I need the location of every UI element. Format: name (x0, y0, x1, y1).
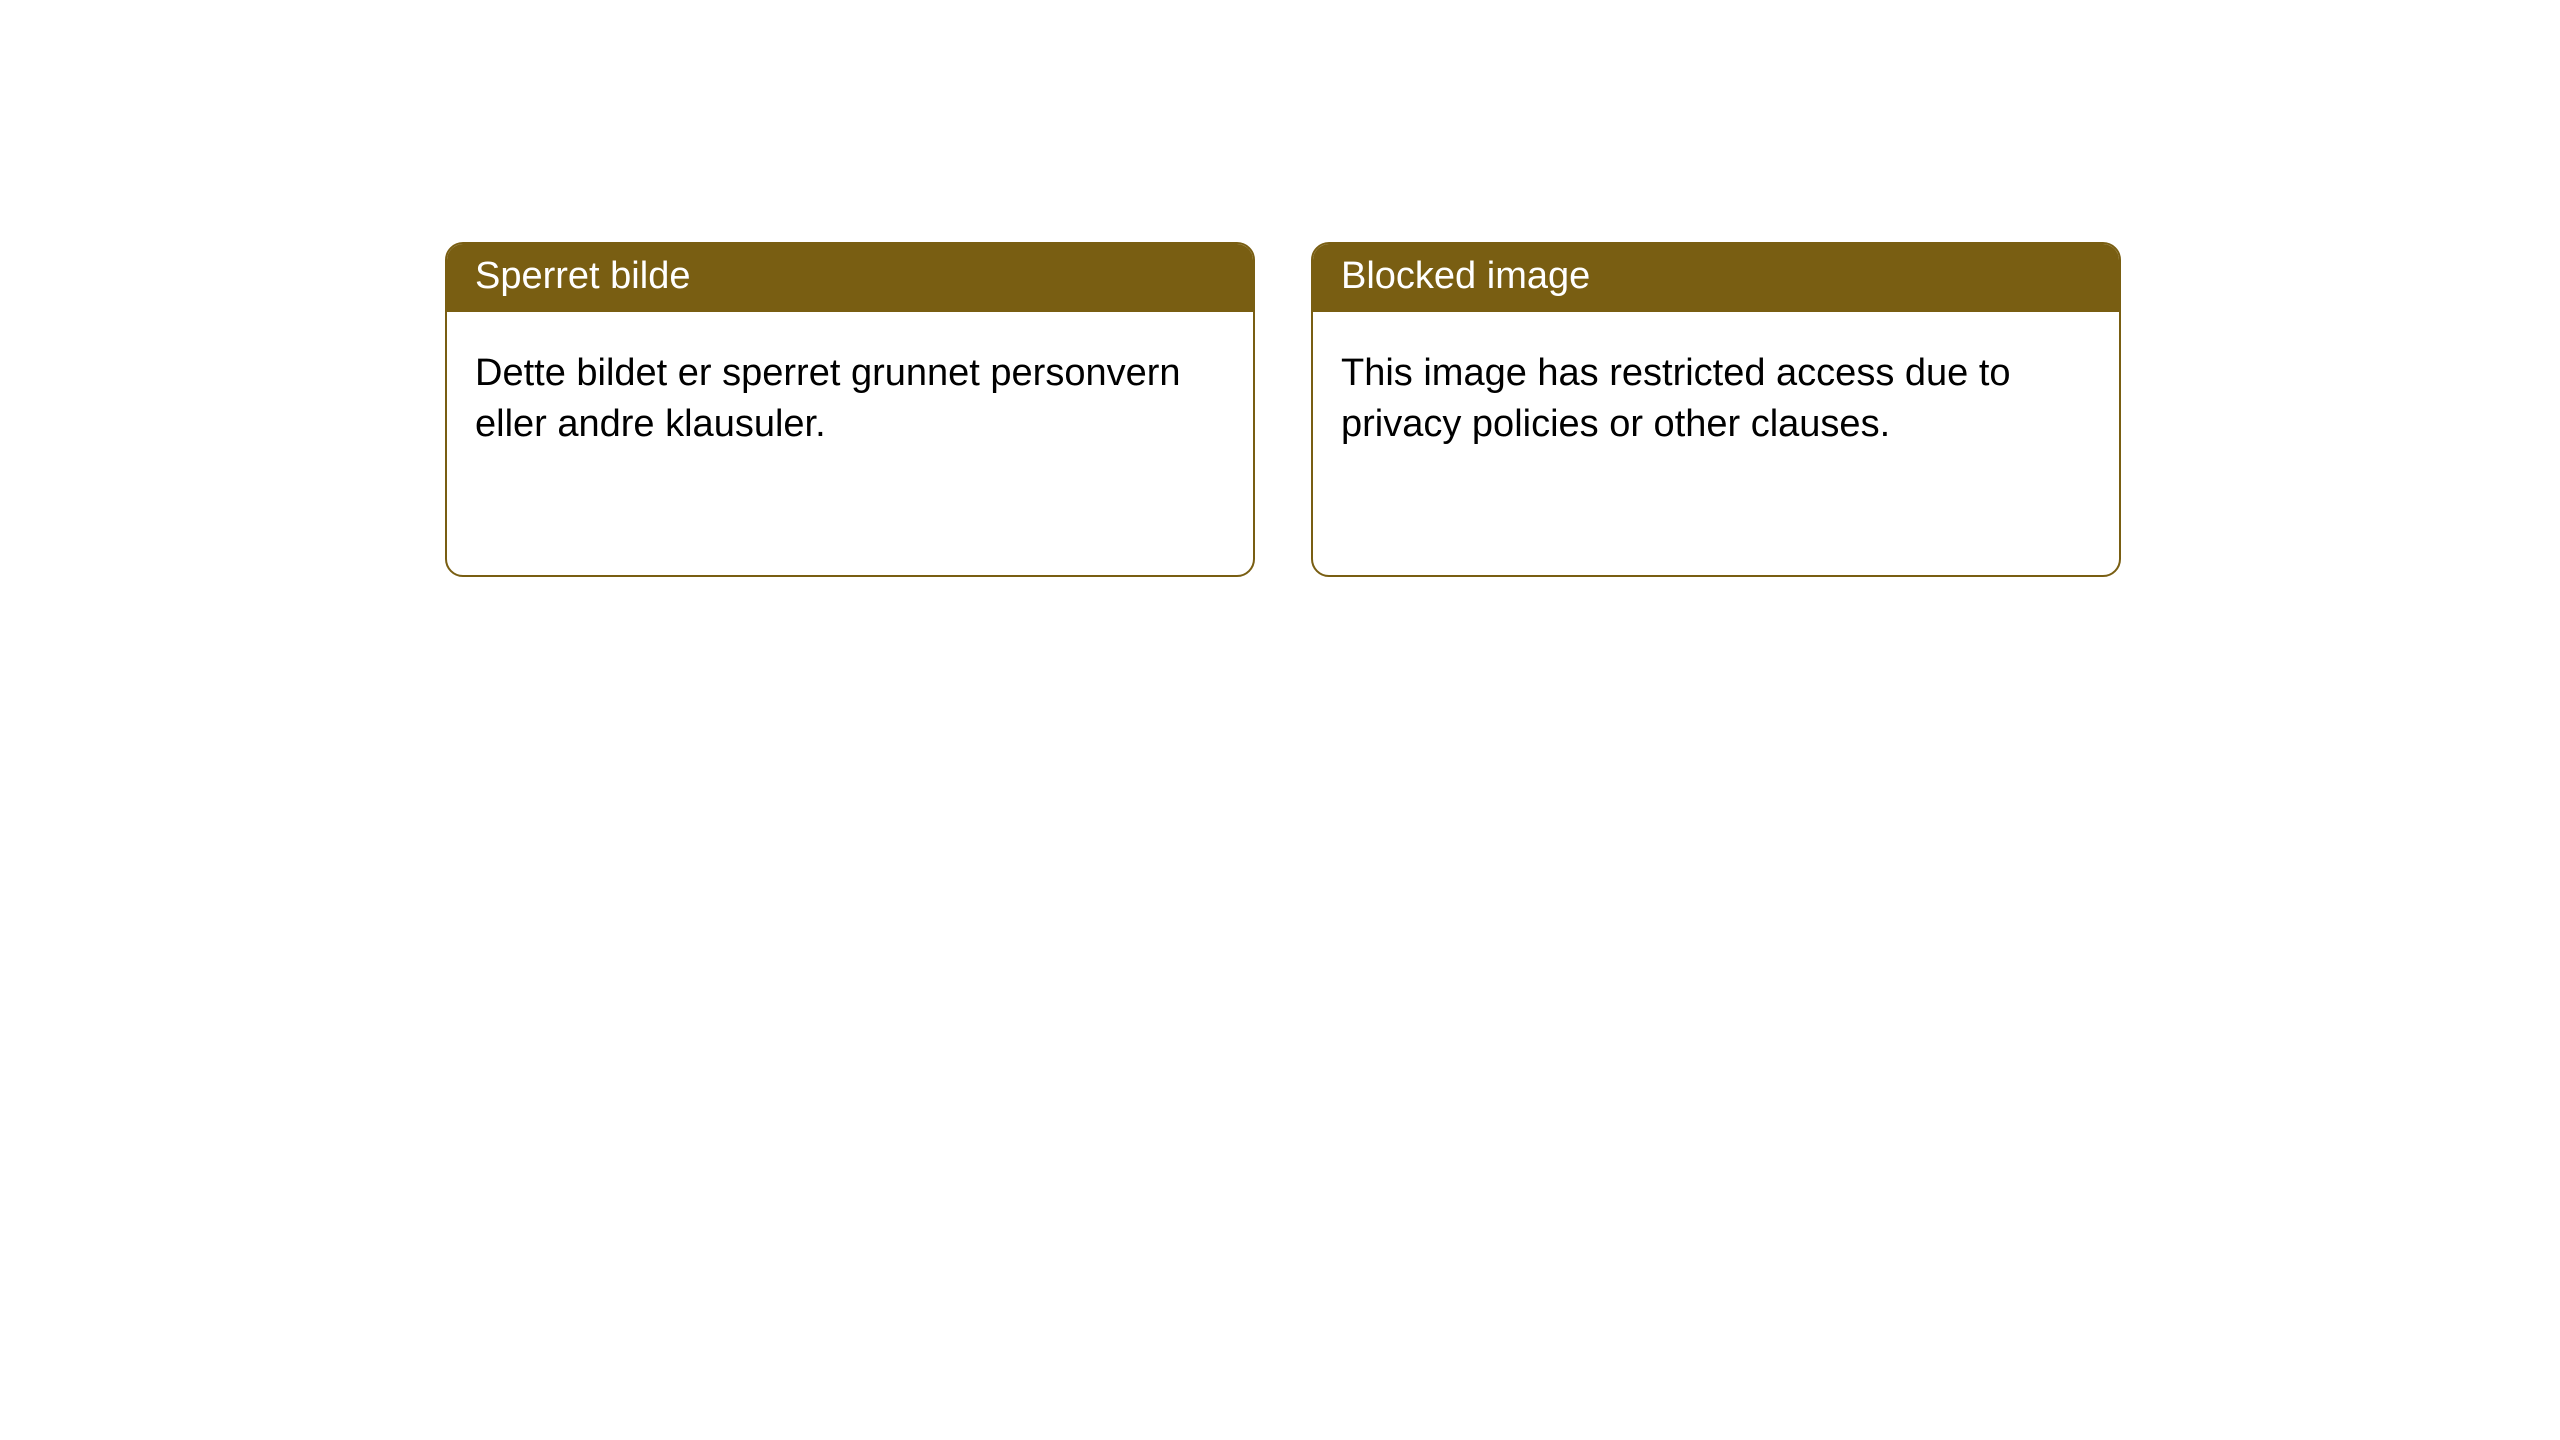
notice-card-norwegian: Sperret bilde Dette bildet er sperret gr… (445, 242, 1255, 577)
notice-body-english: This image has restricted access due to … (1313, 312, 2119, 479)
notice-card-english: Blocked image This image has restricted … (1311, 242, 2121, 577)
notice-header-english: Blocked image (1313, 244, 2119, 312)
notice-header-norwegian: Sperret bilde (447, 244, 1253, 312)
notices-container: Sperret bilde Dette bildet er sperret gr… (0, 0, 2560, 577)
notice-body-norwegian: Dette bildet er sperret grunnet personve… (447, 312, 1253, 479)
